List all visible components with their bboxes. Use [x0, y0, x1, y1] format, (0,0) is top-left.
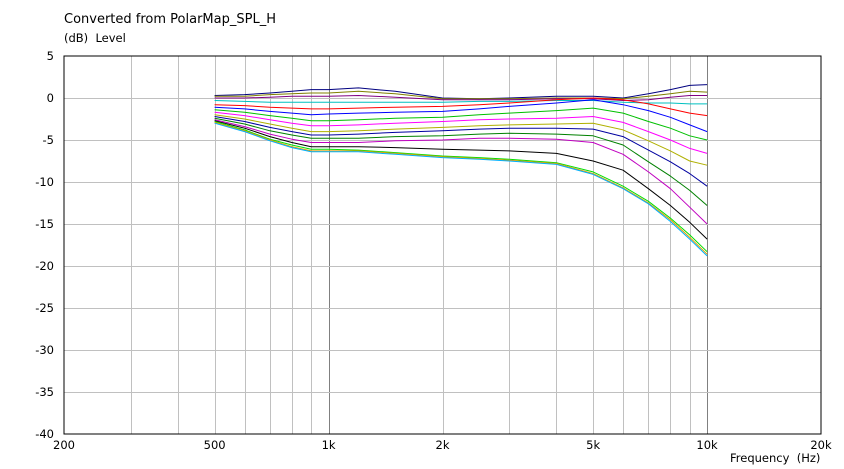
series-line-5	[214, 97, 708, 117]
y-tick-label: 0	[47, 91, 54, 105]
x-tick-label: 20k	[810, 438, 832, 452]
x-tick-label: 10k	[696, 438, 718, 452]
series-line-10	[214, 116, 708, 187]
y-tick-label: 5	[47, 49, 54, 63]
series-line-4	[214, 100, 708, 105]
series-line-12	[214, 119, 708, 225]
series-line-6	[214, 99, 708, 133]
series-line-15	[214, 121, 708, 255]
y-tick-label: -40	[35, 427, 54, 441]
y-tick-label: -30	[35, 343, 54, 357]
y-tick-label: -35	[35, 385, 54, 399]
series-line-11	[214, 117, 708, 206]
y-tick-label: -10	[35, 175, 54, 189]
series-line-13	[214, 120, 708, 240]
x-tick-label: 1k	[322, 438, 336, 452]
grid	[64, 56, 821, 434]
series-group	[214, 84, 708, 257]
x-tick-label: 500	[204, 438, 226, 452]
x-tick-label: 2k	[436, 438, 450, 452]
y-axis-label: (dB) Level	[64, 31, 126, 45]
x-tick-label: 5k	[586, 438, 600, 452]
series-line-2	[214, 90, 708, 100]
plot-frame	[63, 55, 822, 435]
y-tick-label: -5	[43, 133, 54, 147]
y-tick-label: -25	[35, 301, 54, 315]
series-line-14	[214, 121, 708, 253]
x-axis-label: Frequency (Hz)	[730, 451, 821, 465]
chart-title: Converted from PolarMap_SPL_H	[64, 12, 276, 27]
series-line-9	[214, 114, 708, 166]
series-line-7	[214, 107, 708, 141]
series-line-16	[214, 122, 708, 257]
series-line-3	[214, 95, 708, 101]
y-tick-label: -15	[35, 217, 54, 231]
y-tick-label: -20	[35, 259, 54, 273]
x-tick-label: 200	[53, 438, 75, 452]
series-line-8	[214, 111, 708, 154]
